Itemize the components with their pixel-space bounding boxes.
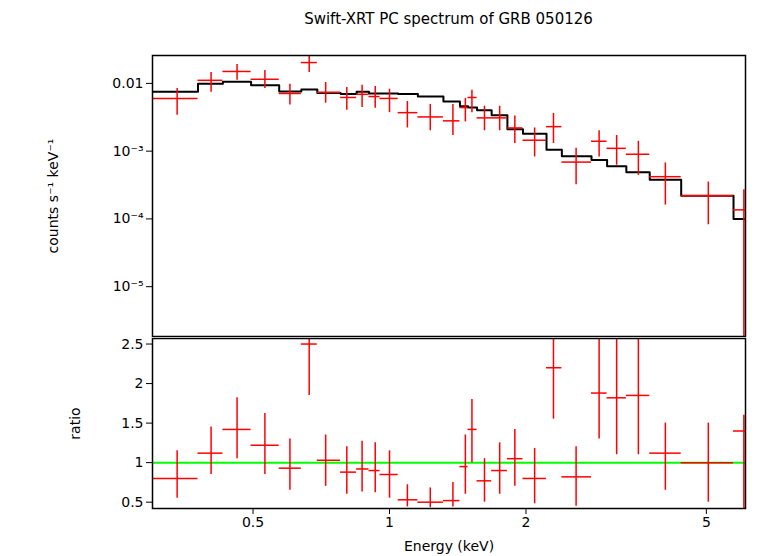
svg-text:1: 1 <box>385 514 394 530</box>
svg-text:5: 5 <box>702 514 711 530</box>
svg-text:0.5: 0.5 <box>242 514 264 530</box>
svg-text:0.5: 0.5 <box>121 494 143 510</box>
svg-text:1.5: 1.5 <box>121 415 143 431</box>
svg-text:2: 2 <box>135 375 144 391</box>
svg-text:0.01: 0.01 <box>112 75 143 91</box>
svg-text:10⁻⁵: 10⁻⁵ <box>113 278 144 294</box>
svg-text:ratio: ratio <box>67 407 83 439</box>
svg-text:2: 2 <box>522 514 531 530</box>
svg-text:10⁻⁴: 10⁻⁴ <box>113 210 144 226</box>
html-text:Swift-XRT PC spectrum of GRB 0: Swift-XRT PC spectrum of GRB 050126 <box>304 10 593 28</box>
svg-text:1: 1 <box>135 454 144 470</box>
svg-text:10⁻³: 10⁻³ <box>113 143 144 159</box>
svg-text:Energy (keV): Energy (keV) <box>404 538 494 554</box>
svg-text:counts s⁻¹ keV⁻¹: counts s⁻¹ keV⁻¹ <box>45 139 61 254</box>
svg-text:2.5: 2.5 <box>121 337 143 352</box>
